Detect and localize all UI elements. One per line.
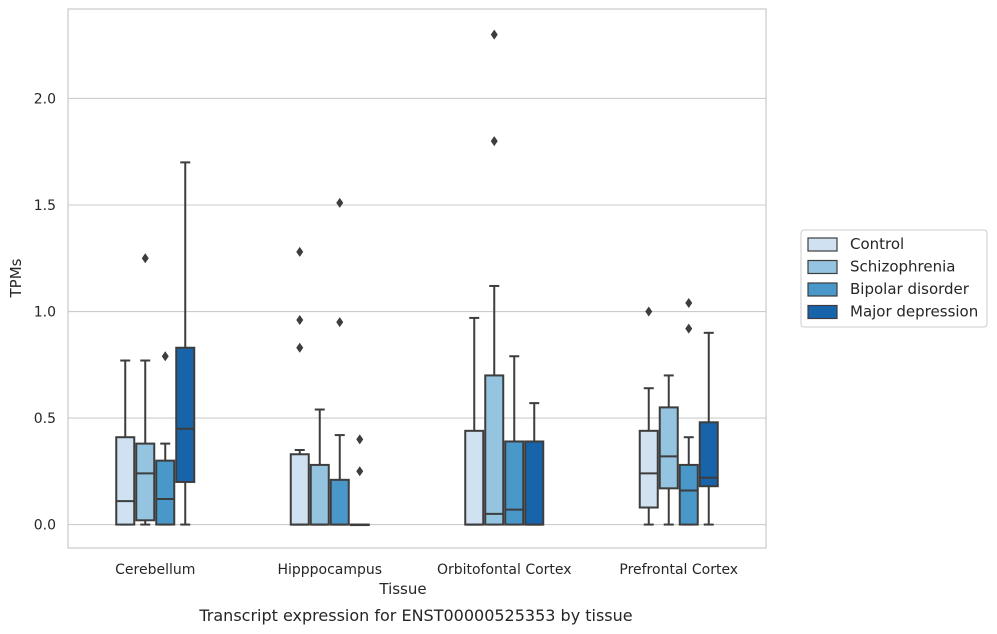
- outlier-marker: [141, 253, 149, 264]
- outlier-marker: [161, 351, 169, 362]
- chart-caption: Transcript expression for ENST0000052535…: [198, 606, 632, 625]
- box-body: [115, 436, 136, 526]
- outlier-marker: [296, 342, 304, 353]
- legend-label: Schizophrenia: [850, 258, 955, 276]
- box-body: [524, 440, 545, 526]
- outlier-marker: [336, 197, 344, 208]
- box-body: [309, 463, 330, 526]
- y-tick-label: 0.5: [34, 411, 56, 427]
- box-body: [678, 463, 699, 526]
- x-tick-label: Orbitofontal Cortex: [437, 562, 572, 578]
- box-major-depression: [524, 402, 545, 526]
- box-body: [658, 406, 679, 490]
- x-tick-label: Hipppocampus: [277, 562, 382, 578]
- outlier-marker: [645, 306, 653, 317]
- legend-label: Bipolar disorder: [850, 280, 970, 298]
- outlier-marker: [490, 136, 498, 147]
- outlier-marker: [296, 315, 304, 326]
- box-schizophrenia: [484, 29, 505, 526]
- box-bipolar-disorder: [504, 355, 525, 526]
- box-major-depression: [349, 434, 370, 527]
- x-axis-label: Tissue: [378, 580, 426, 598]
- box-body: [175, 346, 196, 483]
- outlier-marker: [685, 298, 693, 308]
- box-major-depression: [698, 331, 719, 526]
- box-bipolar-disorder: [678, 298, 699, 526]
- y-axis-label: TPMs: [7, 258, 25, 298]
- outlier-marker: [685, 323, 693, 334]
- boxes: [115, 29, 719, 527]
- legend: Control Schizophrenia Bipolar disorder Majo…: [800, 229, 988, 328]
- y-tick-label: 0.0: [34, 518, 56, 534]
- box-body: [135, 442, 156, 522]
- box-major-depression: [175, 161, 196, 526]
- legend-swatch: [807, 237, 838, 252]
- box-body: [464, 429, 485, 526]
- outlier-marker: [356, 466, 364, 477]
- box-schizophrenia: [135, 253, 156, 526]
- legend-label: Control: [850, 235, 904, 253]
- box-body: [504, 440, 525, 526]
- box-schizophrenia: [658, 374, 679, 526]
- x-axis-ticks: Cerebellum Hipppocampus Orbitofontal Corte…: [115, 562, 738, 578]
- legend-swatch: [807, 259, 838, 275]
- y-tick-label: 2.0: [34, 91, 56, 107]
- box-body: [329, 478, 350, 526]
- box-body: [155, 459, 176, 526]
- box-schizophrenia: [309, 408, 330, 526]
- legend-frame: [800, 229, 988, 328]
- box-bipolar-disorder: [329, 197, 350, 526]
- box-control: [464, 316, 485, 526]
- outlier-marker: [296, 246, 304, 257]
- x-tick-label: Prefrontal Cortex: [619, 562, 738, 578]
- outlier-marker: [356, 434, 364, 445]
- legend-swatch: [807, 304, 838, 320]
- legend-label: Major depression: [850, 303, 978, 321]
- x-tick-label: Cerebellum: [115, 562, 195, 578]
- y-tick-label: 1.5: [34, 198, 56, 214]
- outlier-marker: [336, 317, 344, 328]
- box-control: [638, 306, 659, 526]
- box-control: [289, 246, 310, 526]
- y-tick-label: 1.0: [34, 305, 56, 321]
- box-bipolar-disorder: [155, 351, 176, 526]
- y-axis-ticks: 0.0 0.5 1.0 1.5 2.0: [34, 91, 56, 533]
- box-body: [289, 453, 310, 526]
- plot-frame: [67, 8, 767, 549]
- box-control: [115, 359, 136, 526]
- legend-swatch: [807, 282, 838, 297]
- box-body: [698, 421, 719, 488]
- outlier-marker: [490, 29, 498, 40]
- box-body: [638, 429, 659, 509]
- box-body: [484, 374, 505, 526]
